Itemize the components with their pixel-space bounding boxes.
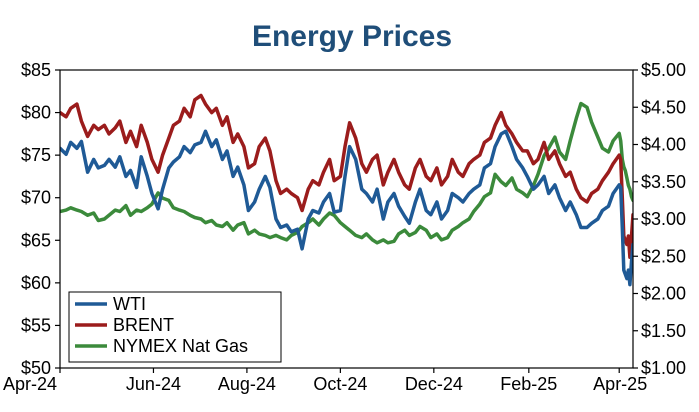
chart-title: Energy Prices <box>252 20 452 53</box>
y-right-tick-label: $1.50 <box>641 321 686 341</box>
y-right-tick-label: $3.50 <box>641 172 686 192</box>
x-tick-label: Jun-24 <box>126 374 181 394</box>
x-tick-label: Aug-24 <box>218 374 276 394</box>
y-right-tick-label: $5.00 <box>641 60 686 80</box>
y-right-tick-label: $4.50 <box>641 97 686 117</box>
y-right-tick-label: $3.00 <box>641 209 686 229</box>
y-left-tick-label: $65 <box>21 230 51 250</box>
y-left-tick-label: $75 <box>21 145 51 165</box>
x-tick-label: Dec-24 <box>405 374 463 394</box>
y-left-tick-label: $80 <box>21 103 51 123</box>
y-right-tick-label: $4.00 <box>641 135 686 155</box>
legend-label: WTI <box>113 294 146 314</box>
y-left-tick-label: $55 <box>21 315 51 335</box>
legend-label: NYMEX Nat Gas <box>113 336 248 356</box>
series-line-brent <box>60 93 633 260</box>
series-line-wti <box>60 129 633 287</box>
legend-label: BRENT <box>113 315 174 335</box>
y-left-tick-label: $70 <box>21 188 51 208</box>
plot-area: $85 $80 $75 $70 $65 $60 $55 $50 $5.00 $4.50 $4.00 $… <box>3 60 686 394</box>
x-tick-label: Feb-25 <box>500 374 557 394</box>
y-left-tick-label: $50 <box>21 358 51 378</box>
y-right-tick-label: $2.50 <box>641 246 686 266</box>
y-left-tick-label: $85 <box>21 60 51 80</box>
x-tick-label: Apr-24 <box>3 374 57 394</box>
x-tick-label: Apr-25 <box>593 374 647 394</box>
x-tick-label: Oct-24 <box>313 374 367 394</box>
series-lines <box>60 93 633 287</box>
y-left-tick-label: $60 <box>21 273 51 293</box>
y-right-tick-label: $1.00 <box>641 358 686 378</box>
y-right-tick-label: $2.00 <box>641 284 686 304</box>
